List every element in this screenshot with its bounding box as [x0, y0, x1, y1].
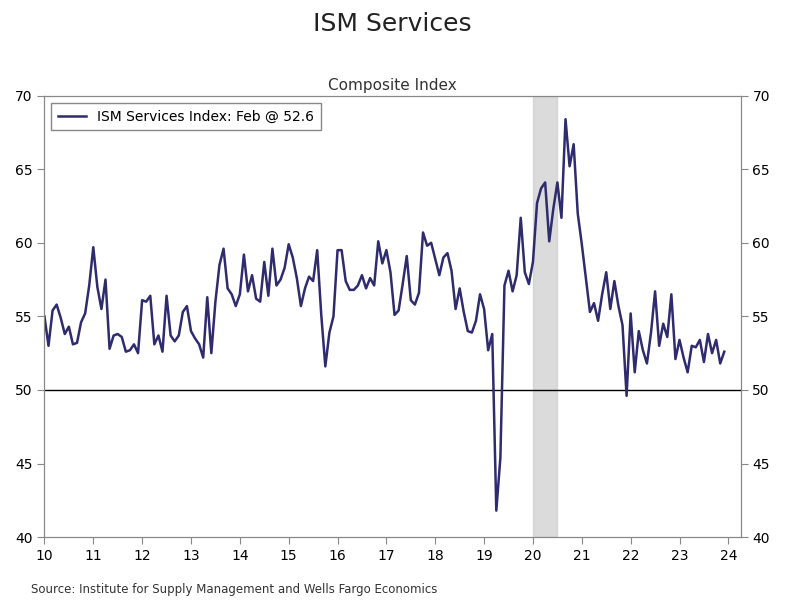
- Text: ISM Services: ISM Services: [313, 12, 472, 36]
- Text: Source: Institute for Supply Management and Wells Fargo Economics: Source: Institute for Supply Management …: [31, 583, 438, 596]
- Title: Composite Index: Composite Index: [328, 78, 457, 93]
- Legend: ISM Services Index: Feb @ 52.6: ISM Services Index: Feb @ 52.6: [51, 102, 321, 131]
- Bar: [533, 96, 557, 537]
